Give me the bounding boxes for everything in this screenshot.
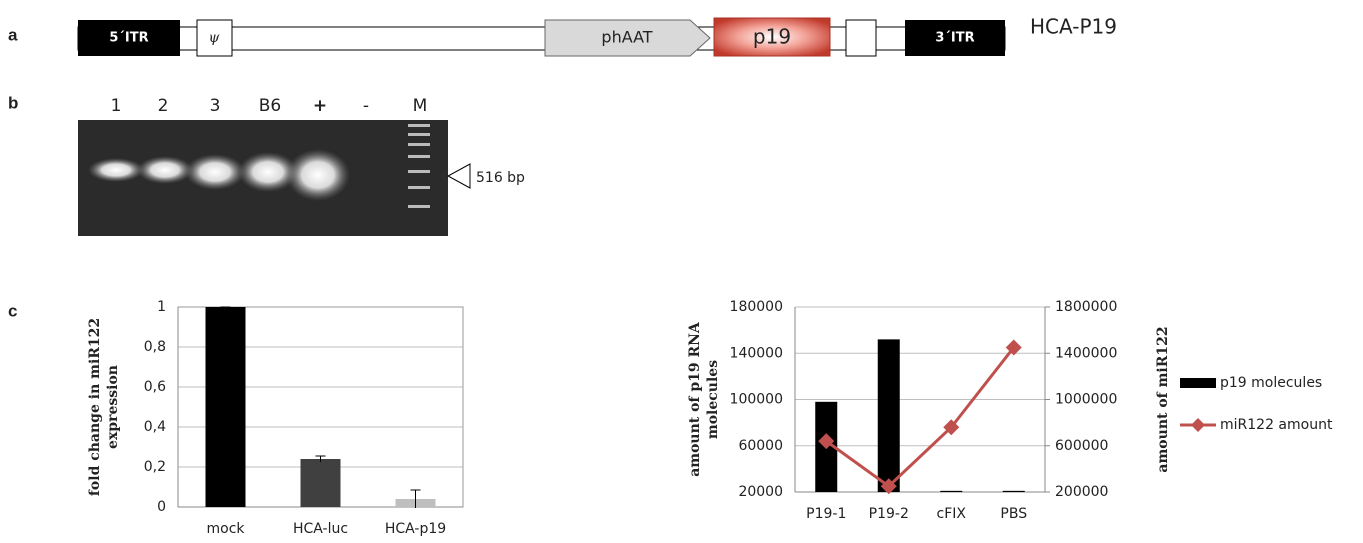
figure: a b c 5´ITR ψ phAAT p19 3´ITR HCA-P19 51… [0,0,1363,543]
bar [940,491,962,492]
lane-label: 2 [158,96,169,116]
bar [206,307,246,507]
gel-band [88,158,144,182]
legend-swatch [1180,378,1216,388]
gel: 516 bp [78,120,525,236]
gel-band [137,156,193,184]
x-tick-label: HCA-luc [293,521,348,537]
lane-label: 3 [210,96,221,116]
ladder-band [408,155,430,158]
ladder-band [408,205,430,208]
bar [301,459,341,507]
y-tick-label: 100000 [730,392,783,408]
legend-label: p19 molecules [1220,375,1322,391]
legend-label: miR122 amount [1220,417,1333,433]
panel-label: b [8,93,18,112]
polya-box [846,20,876,56]
ladder-band [408,170,430,173]
y-axis-label: molecules [705,360,721,439]
panel-label: a [8,25,18,44]
lane-label: 1 [111,96,122,116]
y2-tick-label: 1400000 [1055,345,1117,361]
lane-label: M [413,96,428,116]
element-label: ψ [209,30,221,46]
y-tick-label: 0,8 [144,339,166,355]
ladder-band [408,133,430,136]
y-tick-label: 140000 [730,345,783,361]
line [826,347,1014,486]
gel-band [286,149,350,201]
lane-label: - [363,96,369,116]
y-tick-label: 180000 [730,299,783,315]
ladder-band [408,143,430,146]
ladder-band [408,186,430,189]
y-tick-label: 1 [157,299,166,315]
element-label: 3´ITR [935,31,974,46]
element-label: p19 [753,25,791,49]
marker-arrow [448,164,470,188]
y2-tick-label: 1000000 [1055,392,1117,408]
y2-tick-label: 200000 [1055,484,1108,500]
y2-tick-label: 600000 [1055,438,1108,454]
marker-label: 516 bp [476,170,525,186]
panel-label: c [8,301,17,320]
y-axis-label: expression [105,365,121,449]
lane-label: B6 [259,96,281,116]
y-axis-label: fold change in miR122 [87,318,103,496]
y-tick-label: 0,2 [144,459,166,475]
element-label: phAAT [601,28,652,47]
y-tick-label: 0,6 [144,379,166,395]
y-axis-label: amount of p19 RNA [687,321,703,477]
element-label: 5´ITR [109,31,148,46]
x-tick-label: cFIX [937,506,967,522]
y-tick-label: 0 [157,499,166,515]
lane-label: + [313,96,327,116]
y2-axis-label: amount of miR122 [1155,326,1171,472]
gel-band [185,154,245,190]
x-tick-label: P19-2 [869,506,909,522]
bar [878,339,900,492]
construct-name: HCA-P19 [1030,15,1117,39]
construct: 5´ITR ψ phAAT p19 3´ITR HCA-P19 [78,15,1117,57]
y-tick-label: 20000 [738,484,783,500]
x-tick-label: PBS [1000,506,1027,522]
y-tick-label: 60000 [738,438,783,454]
x-tick-label: P19-1 [806,506,846,522]
y2-tick-label: 1800000 [1055,299,1117,315]
page: a b c 5´ITR ψ phAAT p19 3´ITR HCA-P19 51… [0,0,1363,543]
bar [1003,491,1025,492]
x-tick-label: mock [206,521,245,537]
legend-swatch [1191,418,1205,432]
ladder-band [408,124,430,127]
y-tick-label: 0,4 [144,419,166,435]
x-tick-label: HCA-p19 [385,521,446,537]
